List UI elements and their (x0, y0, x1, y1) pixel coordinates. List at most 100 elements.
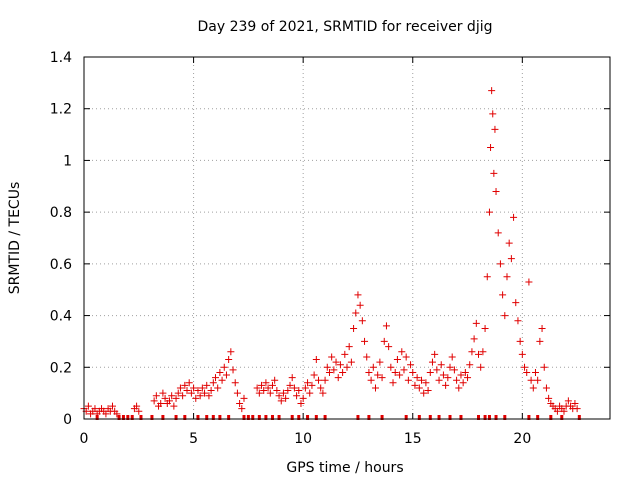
data-point (494, 229, 502, 237)
data-point (159, 389, 167, 397)
data-point (262, 379, 270, 387)
data-point (542, 384, 550, 392)
x-tick-label: 0 (80, 431, 89, 447)
data-point (310, 371, 318, 379)
data-point (192, 394, 200, 402)
data-point (553, 407, 561, 415)
data-point (402, 353, 410, 361)
data-point (258, 381, 266, 389)
data-point (516, 337, 524, 345)
data-point (205, 392, 213, 400)
data-point (560, 407, 568, 415)
data-point (455, 384, 463, 392)
y-tick-label: 0.8 (50, 205, 72, 221)
data-point-zero (251, 415, 255, 420)
data-point (503, 273, 511, 281)
data-point-zero (277, 415, 281, 420)
data-point (571, 399, 579, 407)
data-point (339, 368, 347, 376)
data-point (170, 402, 178, 410)
data-point (135, 407, 143, 415)
data-point (317, 384, 325, 392)
data-point-zero (356, 415, 360, 420)
data-point (499, 291, 507, 299)
data-point (358, 317, 366, 325)
data-point-zero (417, 415, 421, 420)
data-point (450, 366, 458, 374)
data-point (91, 405, 99, 413)
axis-ticks (83, 56, 610, 420)
data-point-zero (174, 415, 178, 420)
data-point (255, 389, 263, 397)
data-point (442, 381, 450, 389)
data-point-zero (290, 415, 294, 420)
data-point (295, 387, 303, 395)
data-point (343, 363, 351, 371)
data-point (453, 376, 461, 384)
data-point-zero (211, 415, 215, 420)
data-point (233, 389, 241, 397)
data-point-zero (527, 415, 531, 420)
data-point (485, 208, 493, 216)
data-point (378, 374, 386, 382)
data-point (514, 317, 522, 325)
data-point (487, 144, 495, 151)
data-point (286, 381, 294, 389)
data-point-zero (494, 415, 498, 420)
data-point (321, 376, 329, 384)
data-point (176, 384, 184, 392)
data-point (521, 363, 529, 371)
y-tick-label: 0 (63, 412, 72, 428)
data-point (507, 255, 515, 263)
data-point (409, 368, 417, 376)
data-point-zero (227, 415, 231, 420)
data-point-zero (428, 415, 432, 420)
x-tick-label: 10 (294, 431, 312, 447)
data-point (505, 239, 513, 247)
data-point (113, 410, 121, 418)
data-point (347, 358, 355, 366)
data-point (492, 187, 500, 195)
data-point (183, 387, 191, 395)
chart-title: Day 239 of 2021, SRMTID for receiver dji… (198, 19, 493, 35)
data-point (439, 371, 447, 379)
data-point-zero (139, 415, 143, 420)
data-point (172, 394, 180, 402)
data-point (271, 376, 279, 384)
data-point (398, 348, 406, 356)
data-point (198, 384, 206, 392)
data-point (194, 387, 202, 395)
data-point (277, 397, 285, 405)
data-points (80, 87, 581, 420)
data-point (325, 368, 333, 376)
data-point (236, 399, 244, 407)
data-point-zero (549, 415, 553, 420)
data-point (222, 371, 230, 379)
data-point (459, 379, 467, 387)
data-point-zero (483, 415, 487, 420)
data-point (328, 353, 336, 361)
data-point (185, 379, 193, 387)
data-point (187, 389, 195, 397)
data-point (190, 384, 198, 392)
data-point (356, 301, 364, 309)
data-point (545, 394, 553, 402)
data-point (448, 353, 456, 361)
data-point (157, 399, 165, 407)
data-point (367, 376, 375, 384)
data-point (179, 392, 187, 400)
data-point (404, 376, 412, 384)
data-point (380, 337, 388, 345)
data-point (382, 322, 390, 330)
x-axis-label: GPS time / hours (286, 460, 403, 476)
data-point (220, 363, 228, 371)
data-point (491, 125, 499, 133)
data-point-zero (367, 415, 371, 420)
data-point (299, 394, 307, 402)
grid-lines (84, 57, 610, 419)
data-point (161, 394, 169, 402)
data-point (525, 278, 533, 286)
data-point (288, 374, 296, 382)
data-point (393, 356, 401, 364)
